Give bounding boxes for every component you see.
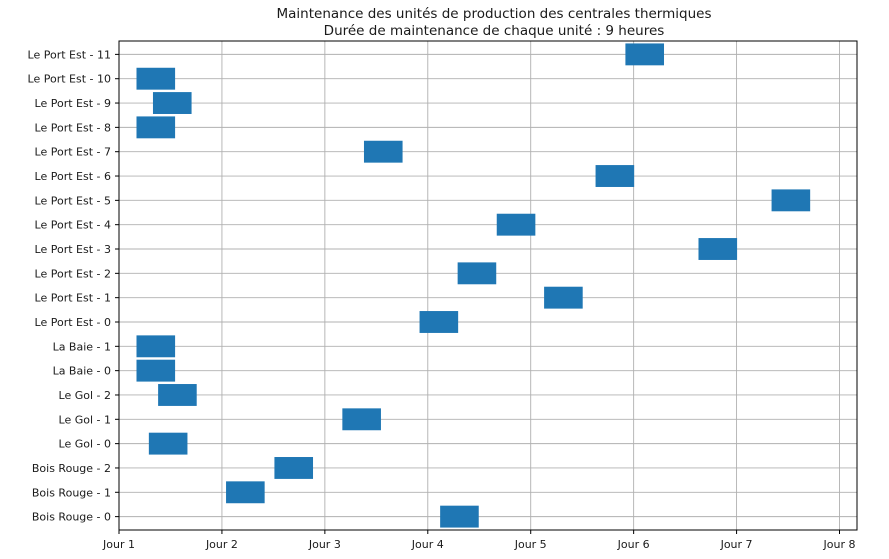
- maintenance-bar: [496, 213, 536, 236]
- chart-title: Maintenance des unités de production des…: [277, 6, 712, 22]
- plot-area-frame: [118, 40, 858, 531]
- maintenance-bar: [595, 165, 635, 187]
- x-tick-label: Jour 1: [102, 538, 135, 551]
- y-tick-label: Le Gol - 1: [59, 413, 111, 426]
- y-tick-label: Le Gol - 2: [59, 389, 111, 402]
- maintenance-bar: [136, 67, 176, 90]
- y-tick-label: Le Port Est - 11: [28, 48, 111, 61]
- y-tick-label: Bois Rouge - 1: [32, 486, 111, 499]
- x-tick-label: Jour 3: [308, 538, 341, 551]
- y-tick-label: Le Port Est - 7: [35, 146, 111, 159]
- maintenance-bar: [625, 43, 665, 66]
- maintenance-bar: [148, 432, 188, 455]
- bars: [136, 43, 811, 528]
- maintenance-bar: [136, 359, 176, 382]
- x-tick-label: Jour 8: [823, 538, 856, 551]
- maintenance-bar: [136, 335, 176, 358]
- x-tick-label: Jour 6: [617, 538, 650, 551]
- y-tick-label: Le Port Est - 8: [35, 121, 111, 134]
- maintenance-bar: [363, 140, 403, 163]
- x-tick-label: Jour 2: [205, 538, 238, 551]
- maintenance-bar: [457, 262, 497, 285]
- grid: [118, 41, 857, 530]
- chart-subtitle: Durée de maintenance de chaque unité : 9…: [324, 23, 665, 39]
- y-tick-label: Le Port Est - 6: [35, 170, 111, 183]
- y-tick-label: Le Port Est - 4: [35, 219, 111, 232]
- maintenance-bar: [771, 189, 811, 212]
- y-tick-label: La Baie - 0: [53, 365, 111, 378]
- maintenance-bar: [274, 457, 314, 479]
- y-tick-label: Le Port Est - 9: [35, 97, 111, 110]
- y-tick-label: Bois Rouge - 2: [32, 462, 111, 475]
- x-tick-label: Jour 7: [720, 538, 753, 551]
- y-tick-label: Le Port Est - 2: [35, 267, 111, 280]
- y-tick-label: Le Port Est - 3: [35, 243, 111, 256]
- y-tick-label: Bois Rouge - 0: [32, 511, 111, 524]
- y-tick-label: Le Port Est - 1: [35, 292, 111, 305]
- maintenance-bar: [440, 505, 479, 528]
- y-tick-label: Le Gol - 0: [59, 438, 111, 451]
- x-tick-label: Jour 5: [514, 538, 547, 551]
- maintenance-bar: [158, 384, 197, 406]
- x-tick-label: Jour 4: [411, 538, 444, 551]
- maintenance-bar: [226, 481, 265, 504]
- maintenance-bar: [698, 238, 738, 260]
- y-tick-label: Le Port Est - 5: [35, 194, 111, 207]
- y-tick-label: La Baie - 1: [53, 340, 111, 353]
- maintenance-bar: [136, 116, 176, 139]
- y-tick-label: Le Port Est - 0: [35, 316, 111, 329]
- maintenance-bar: [342, 408, 381, 431]
- maintenance-bar: [544, 286, 583, 309]
- axis-ticks: Jour 1 Jour 2 Jour 3 Jour 4 Jour 5 Jour 6 Jour…: [28, 48, 856, 551]
- maintenance-bar: [152, 92, 192, 114]
- y-tick-label: Le Port Est - 10: [28, 73, 111, 86]
- maintenance-bar: [419, 311, 459, 333]
